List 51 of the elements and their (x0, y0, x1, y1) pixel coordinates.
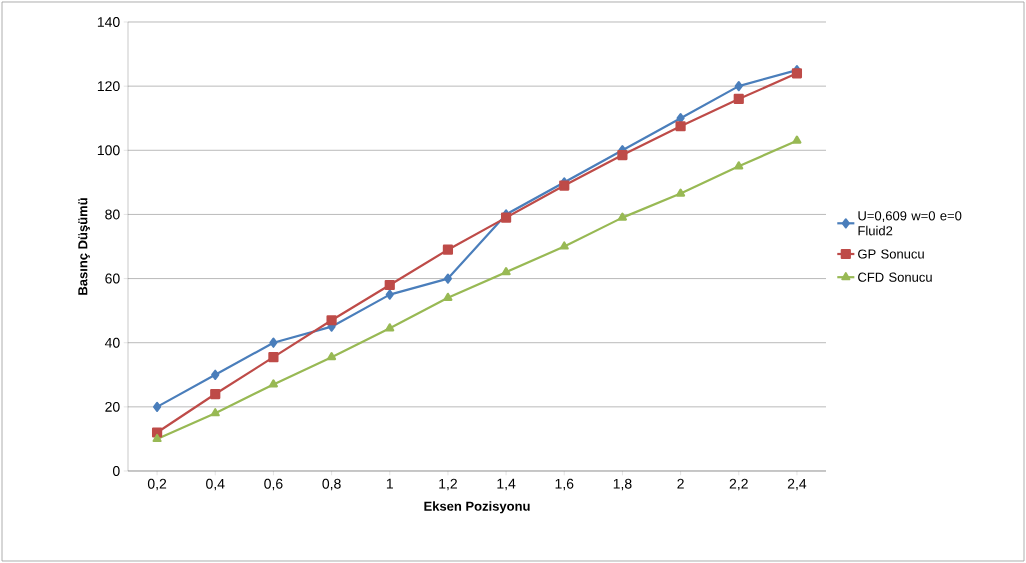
x-tick-label: 2 (677, 478, 684, 489)
x-tick-label: 1,4 (497, 478, 516, 491)
point (210, 388, 221, 400)
legend-label: U=0,609 w=0 e=0 Fluid2 (858, 211, 962, 236)
point (210, 408, 220, 417)
point (501, 267, 511, 276)
y-tick-label: 20 (105, 401, 120, 412)
x-tick-label: 2,4 (787, 478, 807, 491)
x-tick-label: 0,6 (264, 478, 283, 491)
y-tick-label: 40 (104, 337, 120, 348)
x-tick-label: 1,2 (439, 478, 457, 491)
y-tick-label: 60 (105, 273, 120, 284)
point (675, 121, 686, 132)
x-tick-label: 0,8 (322, 478, 341, 491)
point (734, 161, 744, 170)
point (734, 81, 743, 92)
y-tick-label: 120 (97, 81, 120, 92)
x-tick-label: 0,2 (147, 478, 167, 491)
point (269, 337, 278, 348)
x-tick-label: 0,4 (206, 478, 225, 491)
point (211, 369, 220, 380)
point (385, 289, 394, 300)
point (617, 212, 627, 221)
point (268, 379, 278, 388)
x-tick-label: 2,2 (729, 478, 748, 491)
x-tick-label: 1,6 (555, 478, 574, 491)
x-axis-title: Eksen Pozisyonu (424, 501, 530, 514)
x-tick-label: 1,8 (613, 478, 632, 491)
point (617, 149, 628, 161)
point (327, 352, 337, 361)
y-tick-label: 140 (97, 17, 120, 27)
y-axis-title: Basınç Düşümü (78, 198, 90, 295)
point (443, 273, 453, 284)
point (326, 315, 337, 326)
point (384, 279, 395, 291)
point (152, 433, 162, 443)
y-tick-label: 0 (112, 466, 120, 476)
point (442, 244, 454, 255)
legend-label: GP Sonucu (858, 249, 924, 259)
point (559, 241, 569, 250)
point (792, 135, 802, 144)
legend-label: CFD Sonucu (858, 272, 932, 282)
point (385, 323, 395, 332)
point (443, 292, 453, 301)
y-tick-label: 100 (97, 145, 120, 156)
point (733, 93, 744, 105)
point (676, 188, 686, 197)
point (152, 401, 162, 412)
point (268, 352, 279, 363)
y-tick-label: 80 (105, 209, 120, 220)
x-tick-label: 1 (386, 478, 393, 489)
